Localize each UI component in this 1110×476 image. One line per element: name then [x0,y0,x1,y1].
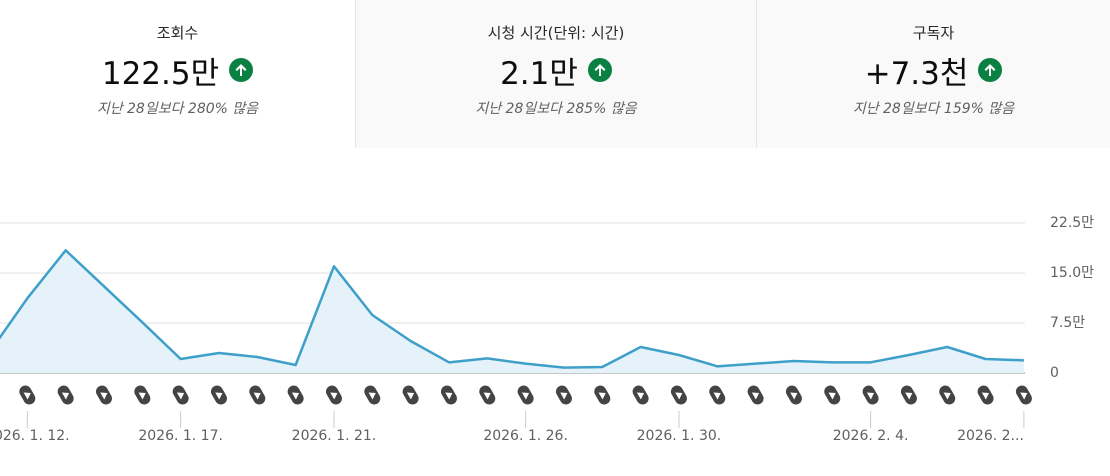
y-tick-label: 7.5만 [1050,315,1085,331]
shorts-icon [402,385,419,405]
shorts-icon-play [521,392,530,400]
shorts-icon-play [61,392,70,400]
shorts-icon-play [368,392,376,400]
shorts-icon-play [636,392,645,400]
shorts-icon [325,385,342,405]
shorts-icon [862,385,879,405]
card-title: 조회수 [156,24,199,42]
card-value: 2.1만 [500,55,578,92]
shorts-icon [19,385,36,405]
x-tick-label: 2026. 1. 12. [0,428,70,444]
shorts-icon-play [23,392,31,400]
up-icon [229,58,254,82]
shorts-icon-play [406,392,415,400]
shorts-icon-play [176,392,185,400]
shorts-icon-play [943,392,951,400]
shorts-icon [594,385,611,405]
card-title: 구독자 [912,24,955,42]
shorts-icon [555,385,572,405]
y-tick-label: 15.0만 [1050,265,1094,281]
shorts-icon [632,385,649,405]
shorts-icon [1015,385,1032,405]
x-tick-label: 2026. 1. 30. [637,428,722,444]
shorts-icon [249,385,266,405]
shorts-icon-play [828,392,836,400]
shorts-icon [134,385,151,405]
y-tick-label: 0 [1050,365,1059,381]
card-value-row: +7.3천 [757,50,1110,92]
x-tick-label: 2026. 2... [957,428,1024,444]
card-title: 시청 시간(단위: 시간) [487,24,625,42]
card-comparison: 지난 28일보다 280% 많음 [96,101,259,117]
shorts-icon [287,385,304,405]
shorts-icon-play [100,392,108,400]
up-icon [978,58,1003,82]
shorts-icon-play [138,392,146,400]
shorts-icon [440,385,457,405]
shorts-icon-play [751,392,760,400]
shorts-icon-play [598,392,606,400]
x-tick-label: 2026. 1. 26. [483,428,568,444]
shorts-icon [824,385,841,405]
card-comparison: 지난 28일보다 159% 많음 [852,101,1015,117]
shorts-icon-play [215,392,223,400]
shorts-icon [95,385,112,405]
area [0,250,1024,373]
shorts-icon-play [483,392,491,400]
shorts-icon-play [905,392,913,400]
shorts-icon [709,385,726,405]
shorts-icon [900,385,917,405]
line [0,249,1024,369]
metric-card[interactable]: 시청 시간(단위: 시간) 2.1만 지난 28일보다 285% 많음 [355,0,757,148]
x-tick-label: 2026. 2. 4. [833,428,909,444]
up-icon [587,58,612,82]
shorts-icon [210,385,227,405]
card-value-row: 2.1만 [356,50,756,92]
shorts-icon [977,385,994,405]
shorts-icon [172,385,189,405]
shorts-icon-play [790,392,798,400]
shorts-icon-play [253,392,261,400]
shorts-icon [364,385,381,405]
shorts-icon [939,385,956,405]
shorts-icon [479,385,496,405]
shorts-icon-play [675,392,683,400]
shorts-icon-play [981,392,990,400]
card-comparison: 지난 28일보다 285% 많음 [475,101,637,117]
shorts-icon [747,385,764,405]
x-tick-label: 2026. 1. 17. [138,428,223,444]
metric-card[interactable]: 구독자 +7.3천 지난 28일보다 159% 많음 [757,0,1110,148]
card-value: +7.3천 [864,55,969,92]
shorts-icon-play [445,392,453,400]
shorts-icon [670,385,687,405]
shorts-icon-play [1020,392,1028,400]
metric-cards: 조회수 122.5만 지난 28일보다 280% 많음 시청 시간(단위: 시간… [0,0,1110,148]
shorts-icon-play [866,392,875,400]
shorts-icon [57,385,74,405]
shorts-icon-play [560,392,568,400]
shorts-icon-play [330,392,338,400]
chart: 0 7.5만 15.0만 22.5만 2026. 1. 12. 2026. 1. 17. 2… [0,215,1094,444]
metric-card[interactable]: 조회수 122.5만 지난 28일보다 280% 많음 [0,0,355,148]
card-value: 122.5만 [101,55,220,92]
shorts-icon-play [713,392,721,400]
card-value-row: 122.5만 [0,50,355,92]
x-tick-label: 2026. 1. 21. [292,428,377,444]
shorts-icon [517,385,534,405]
shorts-icon [785,385,802,405]
y-tick-label: 22.5만 [1050,215,1094,231]
shorts-icon-play [291,392,300,400]
